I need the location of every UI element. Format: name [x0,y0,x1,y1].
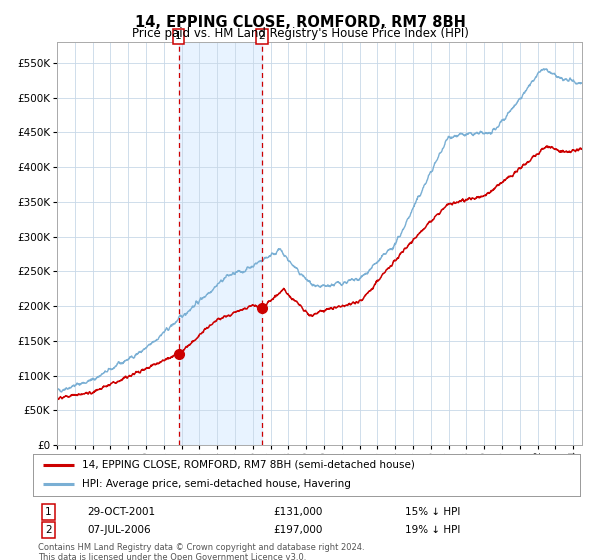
Text: 2: 2 [259,31,265,41]
Text: Contains HM Land Registry data © Crown copyright and database right 2024.
This d: Contains HM Land Registry data © Crown c… [38,543,365,560]
Text: 14, EPPING CLOSE, ROMFORD, RM7 8BH: 14, EPPING CLOSE, ROMFORD, RM7 8BH [134,15,466,30]
Text: 2: 2 [45,525,52,535]
Text: £197,000: £197,000 [274,525,323,535]
Text: 19% ↓ HPI: 19% ↓ HPI [405,525,460,535]
Text: 14, EPPING CLOSE, ROMFORD, RM7 8BH (semi-detached house): 14, EPPING CLOSE, ROMFORD, RM7 8BH (semi… [82,460,415,470]
Text: HPI: Average price, semi-detached house, Havering: HPI: Average price, semi-detached house,… [82,479,351,489]
Text: 07-JUL-2006: 07-JUL-2006 [88,525,151,535]
Text: £131,000: £131,000 [274,507,323,517]
Bar [179,42,262,445]
Text: 1: 1 [45,507,52,517]
Text: Price paid vs. HM Land Registry's House Price Index (HPI): Price paid vs. HM Land Registry's House … [131,27,469,40]
Text: 29-OCT-2001: 29-OCT-2001 [88,507,156,517]
Text: 1: 1 [175,31,182,41]
Text: 15% ↓ HPI: 15% ↓ HPI [405,507,460,517]
